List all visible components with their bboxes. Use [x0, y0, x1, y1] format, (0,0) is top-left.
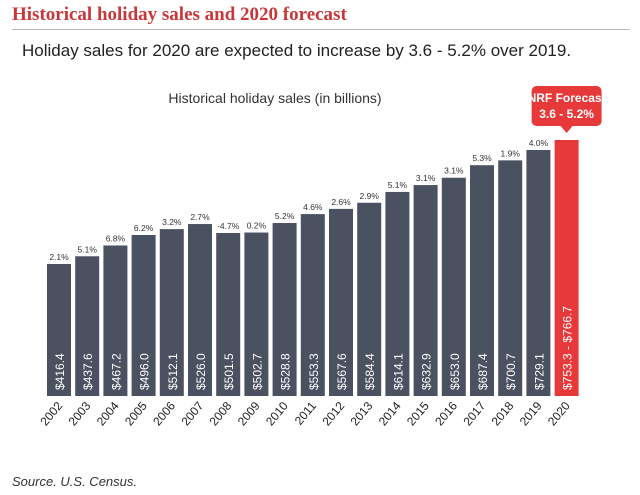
x-tick-label: 2002 — [37, 399, 65, 429]
bar-2019 — [526, 150, 551, 396]
x-tick-label: 2012 — [319, 399, 347, 429]
forecast-callout-pointer — [560, 126, 573, 133]
growth-label: 5.1% — [78, 244, 98, 254]
forecast-callout-title: NRF Forecast — [528, 91, 606, 105]
x-tick-label: 2005 — [122, 399, 150, 429]
growth-label: 1.9% — [501, 148, 521, 158]
x-tick-label: 2004 — [94, 399, 122, 429]
bar-2011 — [300, 214, 325, 396]
bar-2013 — [357, 202, 382, 396]
bar-value-label: $437.6 — [81, 353, 95, 390]
growth-label: 6.2% — [134, 223, 154, 233]
x-tick-label: 2019 — [517, 399, 545, 429]
growth-label: -4.7% — [217, 221, 240, 231]
bar-value-label: $553.3 — [307, 353, 321, 390]
growth-label: 2.7% — [190, 212, 210, 222]
bar-value-label: $416.4 — [53, 353, 67, 390]
bar-2004 — [103, 245, 128, 396]
growth-label: 3.1% — [416, 173, 436, 183]
bar-2020 — [554, 140, 579, 396]
growth-label: 2.9% — [360, 191, 380, 201]
bar-2015 — [413, 185, 438, 396]
x-tick-label: 2017 — [460, 399, 488, 429]
bar-2018 — [498, 160, 523, 396]
growth-label: 5.2% — [275, 211, 295, 221]
x-tick-label: 2009 — [235, 399, 263, 429]
page-title: Historical holiday sales and 2020 foreca… — [12, 4, 347, 25]
bar-value-label: $753.3 - $766.7 — [561, 306, 575, 390]
growth-label: 5.3% — [472, 153, 492, 163]
bar-2016 — [441, 177, 466, 396]
bar-2005 — [131, 234, 156, 396]
bar-value-label: $687.4 — [476, 353, 490, 390]
bar-value-label: $653.0 — [448, 353, 462, 390]
x-tick-label: 2010 — [263, 399, 291, 429]
growth-label: 5.1% — [388, 180, 408, 190]
bar-2008 — [216, 232, 241, 396]
bar-value-label: $501.5 — [222, 353, 236, 390]
bar-value-label: $526.0 — [194, 353, 208, 390]
bar-value-label: $584.4 — [363, 353, 377, 390]
x-tick-label: 2016 — [432, 399, 460, 429]
bar-value-label: $632.9 — [420, 353, 434, 390]
forecast-callout-range: 3.6 - 5.2% — [539, 107, 594, 121]
growth-label: 3.2% — [162, 217, 182, 227]
growth-label: 2.1% — [49, 252, 69, 262]
bar-2007 — [188, 224, 212, 396]
growth-label: 6.8% — [106, 233, 126, 243]
forecast-callout — [531, 86, 602, 126]
x-tick-label: 2011 — [292, 399, 320, 428]
bar-value-label: $729.1 — [532, 353, 546, 390]
chart-title: Historical holiday sales (in billions) — [168, 90, 381, 106]
title-divider — [12, 29, 630, 30]
bar-value-label: $467.2 — [109, 353, 123, 390]
x-tick-label: 2003 — [66, 399, 94, 429]
growth-label: 4.0% — [529, 138, 549, 148]
bar-2017 — [470, 165, 494, 396]
bar-value-label: $528.8 — [279, 353, 293, 390]
bar-2006 — [159, 229, 184, 396]
x-tick-label: 2008 — [207, 399, 235, 429]
x-tick-label: 2018 — [489, 399, 517, 429]
growth-label: 3.1% — [444, 166, 464, 176]
source-note: Source. U.S. Census. — [12, 474, 137, 489]
page-subtitle: Holiday sales for 2020 are expected to i… — [22, 41, 572, 60]
growth-label: 0.2% — [247, 221, 267, 231]
bar-value-label: $614.1 — [391, 353, 405, 390]
bar-2012 — [329, 208, 353, 396]
bar-2014 — [385, 191, 410, 396]
bar-value-label: $496.0 — [138, 353, 152, 390]
bar-2010 — [272, 223, 297, 396]
x-tick-label: 2007 — [178, 399, 206, 429]
bar-value-label: $567.6 — [335, 353, 349, 390]
x-tick-label: 2020 — [545, 399, 573, 429]
growth-label: 2.6% — [331, 197, 351, 207]
bar-value-label: $512.1 — [166, 353, 180, 390]
bar-2009 — [244, 232, 269, 396]
bar-value-label: $502.7 — [250, 353, 264, 390]
bar-2002 — [47, 264, 71, 396]
x-tick-label: 2014 — [376, 399, 404, 429]
x-tick-label: 2006 — [150, 399, 178, 429]
growth-label: 4.6% — [303, 202, 323, 212]
x-tick-label: 2015 — [404, 399, 432, 429]
bar-2003 — [75, 256, 100, 396]
x-tick-label: 2013 — [348, 399, 376, 429]
bar-value-label: $700.7 — [504, 353, 518, 390]
